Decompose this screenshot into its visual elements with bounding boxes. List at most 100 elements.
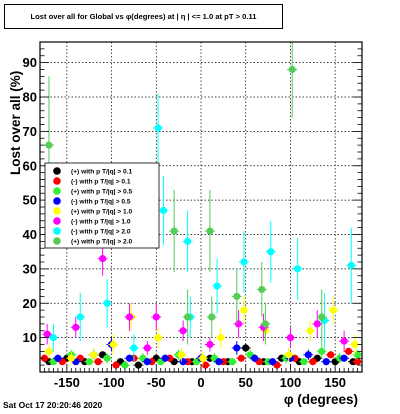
series-5 <box>42 241 350 355</box>
data-layer <box>39 42 363 369</box>
data-point <box>208 313 216 321</box>
data-point <box>170 227 178 235</box>
y-tick-label-3: 40 <box>23 227 37 242</box>
data-point <box>258 285 266 294</box>
data-point <box>285 351 293 359</box>
y-tick-label-8: 90 <box>23 55 37 70</box>
timestamp-footer: Sat Oct 17 20:20:46 2020 <box>3 400 103 410</box>
x-tick-label-1: -100 <box>99 375 125 390</box>
y-tick-label-7: 80 <box>23 90 37 105</box>
legend: (+) with p T/|q| > 0.1 (-) with p T/|q| >… <box>44 162 160 249</box>
data-point <box>49 334 58 342</box>
legend-label-4: (+) with p T/|q| > 1.0 <box>71 209 133 216</box>
data-point <box>206 227 214 235</box>
data-point <box>183 237 192 245</box>
data-point <box>125 354 134 362</box>
data-point <box>353 351 362 359</box>
legend-marker-5 <box>53 217 61 225</box>
data-point <box>201 361 210 369</box>
data-point <box>143 344 151 352</box>
data-point <box>288 65 296 74</box>
legend-marker-4 <box>53 207 61 215</box>
data-point <box>72 323 80 331</box>
axis-ticks: -150 -100 -50 0 50 100 150 10 20 30 40 50 60 70 80 90 <box>23 48 362 390</box>
data-point <box>179 327 187 335</box>
x-tick-label-4: 50 <box>238 375 252 390</box>
x-tick-label-6: 150 <box>324 375 346 390</box>
data-point <box>154 124 162 132</box>
data-point <box>234 320 243 328</box>
legend-label-3: (-) with p T/|q| > 0.5 <box>71 199 131 206</box>
data-point <box>233 344 241 352</box>
y-tick-label-4: 50 <box>23 193 37 208</box>
y-tick-label-5: 60 <box>23 158 37 173</box>
chart-title: Lost over all for Global vs φ(degrees) a… <box>30 12 257 21</box>
y-tick-label-1: 20 <box>23 296 37 311</box>
data-point <box>304 351 312 359</box>
data-point <box>45 141 53 149</box>
x-tick-label-3: 0 <box>197 375 204 390</box>
title-box: Lost over all for Global vs φ(degrees) a… <box>4 4 283 29</box>
data-point <box>294 265 302 273</box>
data-point <box>43 330 51 338</box>
data-point <box>213 282 221 290</box>
data-point <box>267 248 275 256</box>
series-6 <box>48 93 357 362</box>
data-point <box>329 306 337 314</box>
data-point <box>327 351 335 359</box>
data-point <box>154 334 162 342</box>
data-point <box>199 354 207 362</box>
data-point <box>261 320 269 328</box>
data-point <box>159 206 168 215</box>
data-point <box>76 313 84 321</box>
data-point <box>318 313 326 321</box>
legend-marker-7 <box>53 237 61 245</box>
legend-marker-1 <box>53 177 61 185</box>
legend-label-2: (+) with p T/|q| > 0.5 <box>71 189 133 196</box>
data-point <box>177 351 185 359</box>
data-point <box>309 358 317 366</box>
data-point <box>351 340 359 349</box>
data-point <box>94 358 102 366</box>
data-point <box>143 358 151 366</box>
data-point <box>242 344 250 352</box>
legend-label-1: (-) with p T/|q| > 0.1 <box>71 179 131 186</box>
data-point <box>90 351 98 359</box>
data-point <box>313 320 321 328</box>
data-point <box>206 340 214 349</box>
data-point <box>103 354 111 362</box>
series-7 <box>43 42 327 345</box>
data-point <box>45 347 53 355</box>
legend-label-6: (-) with p T/|q| > 2.0 <box>71 229 131 236</box>
data-point <box>109 340 117 349</box>
data-point <box>121 361 129 369</box>
legend-label-0: (+) with p T/|q| > 0.1 <box>71 169 133 176</box>
data-point <box>237 354 245 362</box>
data-point <box>318 347 326 355</box>
legend-marker-0 <box>53 167 61 175</box>
x-tick-label-5: 100 <box>280 375 302 390</box>
data-point <box>268 358 277 366</box>
data-point <box>99 254 107 263</box>
legend-marker-6 <box>53 227 61 235</box>
data-point <box>67 354 75 362</box>
data-point <box>340 354 348 362</box>
data-point <box>134 361 142 369</box>
data-point <box>233 292 241 300</box>
legend-marker-3 <box>53 197 61 205</box>
data-point <box>215 358 223 366</box>
data-point <box>183 313 192 321</box>
legend-label-5: (-) with p T/|q| > 1.0 <box>71 219 131 226</box>
x-tick-label-2: -50 <box>147 375 166 390</box>
y-axis-label: Lost over all (%) <box>8 71 23 175</box>
y-tick-label-6: 70 <box>23 124 37 139</box>
data-point <box>112 361 120 369</box>
data-point <box>103 299 111 307</box>
data-point <box>54 354 62 362</box>
data-point <box>125 313 134 321</box>
data-point <box>251 354 259 362</box>
data-point <box>240 306 248 314</box>
data-point <box>217 334 225 342</box>
data-point <box>353 358 362 366</box>
